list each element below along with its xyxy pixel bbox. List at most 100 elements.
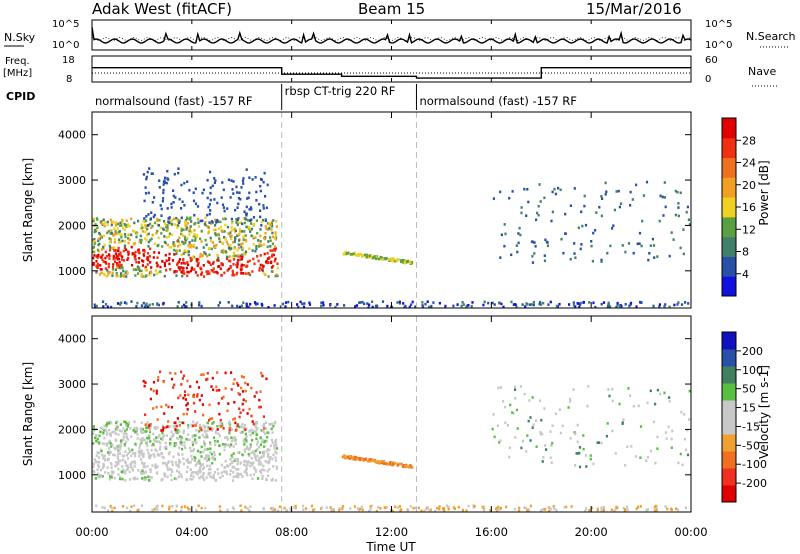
data-cell — [615, 190, 618, 193]
x-tick-label: 12:00 — [375, 525, 408, 539]
data-cell — [579, 301, 582, 305]
data-cell — [235, 475, 238, 478]
data-cell — [238, 232, 241, 235]
data-cell — [245, 445, 249, 449]
data-cell — [198, 468, 202, 472]
data-cell — [103, 506, 106, 510]
data-cell — [538, 183, 541, 186]
data-cell — [95, 439, 98, 443]
data-cell — [218, 444, 221, 447]
data-cell — [508, 196, 511, 200]
data-cell — [139, 443, 142, 447]
data-cell — [504, 405, 507, 409]
data-cell — [275, 467, 278, 470]
data-cell — [426, 506, 429, 509]
data-cell — [193, 213, 196, 217]
data-cell — [202, 450, 205, 454]
data-cell — [177, 437, 180, 440]
data-cell — [578, 446, 582, 449]
data-cell — [266, 448, 269, 451]
data-cell — [102, 218, 105, 221]
data-cell — [409, 261, 412, 264]
data-cell — [671, 429, 674, 433]
data-cell — [180, 233, 183, 236]
data-cell — [534, 245, 537, 248]
data-cell — [230, 439, 233, 443]
data-cell — [178, 446, 181, 450]
data-cell — [544, 508, 547, 511]
data-cell — [210, 417, 214, 420]
data-cell — [230, 236, 233, 240]
data-cell — [209, 170, 212, 174]
data-cell — [244, 505, 247, 509]
data-cell — [124, 469, 127, 473]
data-cell — [241, 422, 244, 426]
data-cell — [140, 440, 143, 443]
data-cell — [530, 303, 533, 306]
data-cell — [549, 456, 552, 460]
data-cell — [432, 301, 435, 304]
data-cell — [172, 241, 175, 244]
data-cell — [237, 196, 240, 200]
data-cell — [99, 264, 102, 267]
data-cell — [150, 211, 153, 214]
data-cell — [465, 305, 468, 309]
data-cell — [219, 422, 222, 425]
data-cell — [401, 259, 404, 263]
data-cell — [178, 430, 181, 433]
data-cell — [253, 223, 256, 226]
data-cell — [132, 429, 135, 432]
data-cell — [113, 476, 116, 480]
data-cell — [226, 243, 230, 246]
data-cell — [260, 463, 263, 466]
freq-unit-label: [MHz] — [3, 68, 32, 79]
data-cell — [602, 508, 605, 512]
data-cell — [189, 474, 193, 477]
data-cell — [244, 381, 247, 385]
data-cell — [177, 171, 180, 175]
data-cell — [232, 452, 235, 455]
data-cell — [182, 374, 186, 378]
data-cell — [142, 301, 145, 305]
data-cell — [258, 242, 261, 246]
data-cell — [212, 474, 215, 477]
data-cell — [329, 304, 332, 307]
noise-trace — [91, 26, 692, 44]
data-cell — [93, 303, 96, 307]
data-cell — [104, 250, 107, 254]
data-cell — [176, 239, 180, 242]
data-cell — [541, 460, 544, 463]
data-cell — [148, 424, 151, 427]
noise-sky-label: N.Sky — [4, 31, 36, 44]
data-cell — [244, 399, 247, 403]
data-cell — [211, 270, 215, 273]
data-cell — [398, 302, 401, 305]
data-cell — [250, 227, 253, 231]
data-cell — [189, 461, 192, 464]
data-cell — [174, 424, 177, 428]
data-cell — [197, 225, 201, 228]
data-cell — [230, 454, 233, 457]
data-cell — [191, 440, 194, 444]
data-cell — [274, 440, 277, 443]
data-cell — [355, 456, 358, 459]
data-cell — [209, 209, 212, 212]
data-cell — [572, 304, 575, 307]
data-cell — [114, 230, 117, 233]
data-cell — [207, 260, 210, 263]
data-cell — [107, 274, 110, 277]
data-cell — [264, 231, 267, 235]
data-cell — [374, 304, 378, 308]
data-cell — [207, 270, 210, 273]
data-cell — [505, 505, 508, 509]
data-cell — [247, 452, 250, 456]
data-cell — [173, 244, 176, 247]
data-cell — [119, 272, 123, 275]
data-cell — [118, 253, 121, 256]
data-cell — [367, 255, 370, 259]
data-cell — [579, 247, 582, 251]
data-cell — [617, 189, 620, 193]
data-cell — [274, 456, 277, 459]
data-cell — [143, 438, 146, 442]
data-cell — [151, 172, 154, 175]
